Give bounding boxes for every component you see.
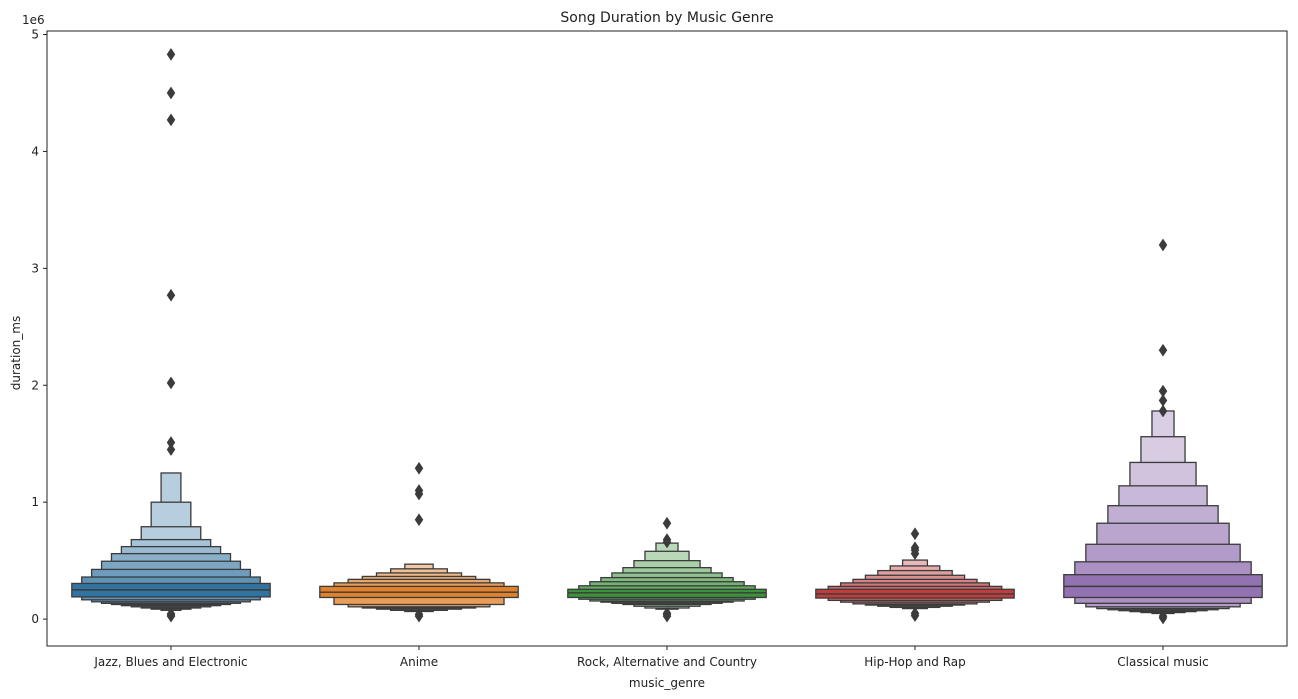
- outlier-point: [166, 607, 176, 621]
- outlier-point: [166, 376, 176, 390]
- y-tick-label: 5: [31, 28, 39, 42]
- boxen-series: [567, 516, 767, 623]
- outlier-point: [1158, 404, 1168, 418]
- outlier-point: [414, 513, 424, 527]
- y-tick-label: 1: [31, 495, 39, 509]
- plot-frame: [46, 30, 1288, 647]
- y-axis-offset-label: 1e6: [22, 13, 45, 27]
- outlier-point: [662, 535, 672, 549]
- y-axis-ticks: 0 1 2 3 4 5: [31, 28, 47, 626]
- outlier-point: [414, 487, 424, 501]
- outlier-point: [662, 516, 672, 530]
- outlier-point: [1158, 238, 1168, 252]
- x-tick-label: Classical music: [1117, 655, 1208, 669]
- outlier-point: [414, 607, 424, 621]
- boxen-series: [815, 527, 1015, 623]
- y-tick-label: 4: [31, 144, 39, 158]
- boxen-series: [71, 47, 271, 623]
- outlier-point: [1158, 343, 1168, 357]
- outlier-point: [910, 606, 920, 620]
- outlier-point: [1158, 609, 1168, 623]
- outlier-point: [166, 443, 176, 457]
- chart-title: Song Duration by Music Genre: [560, 10, 773, 26]
- x-tick-label: Rock, Alternative and Country: [577, 655, 757, 669]
- x-tick-label: Jazz, Blues and Electronic: [93, 655, 247, 669]
- x-tick-label: Hip-Hop and Rap: [864, 655, 966, 669]
- y-tick-label: 2: [31, 378, 39, 392]
- outlier-point: [910, 527, 920, 541]
- x-axis-label: music_genre: [629, 676, 705, 690]
- outlier-point: [910, 547, 920, 561]
- outlier-point: [166, 47, 176, 61]
- outlier-point: [166, 86, 176, 100]
- outlier-point: [166, 288, 176, 302]
- outlier-point: [414, 461, 424, 475]
- x-axis-ticks: Jazz, Blues and Electronic Anime Rock, Alt…: [93, 646, 1209, 669]
- x-tick-label: Anime: [400, 655, 438, 669]
- plot-content: [71, 47, 1263, 625]
- boxen-series: [319, 461, 519, 623]
- y-tick-label: 0: [31, 612, 39, 626]
- outlier-point: [662, 606, 672, 620]
- y-tick-label: 3: [31, 261, 39, 275]
- y-axis-label: duration_ms: [9, 316, 23, 390]
- boxen-series: [1063, 238, 1263, 625]
- outlier-point: [166, 113, 176, 127]
